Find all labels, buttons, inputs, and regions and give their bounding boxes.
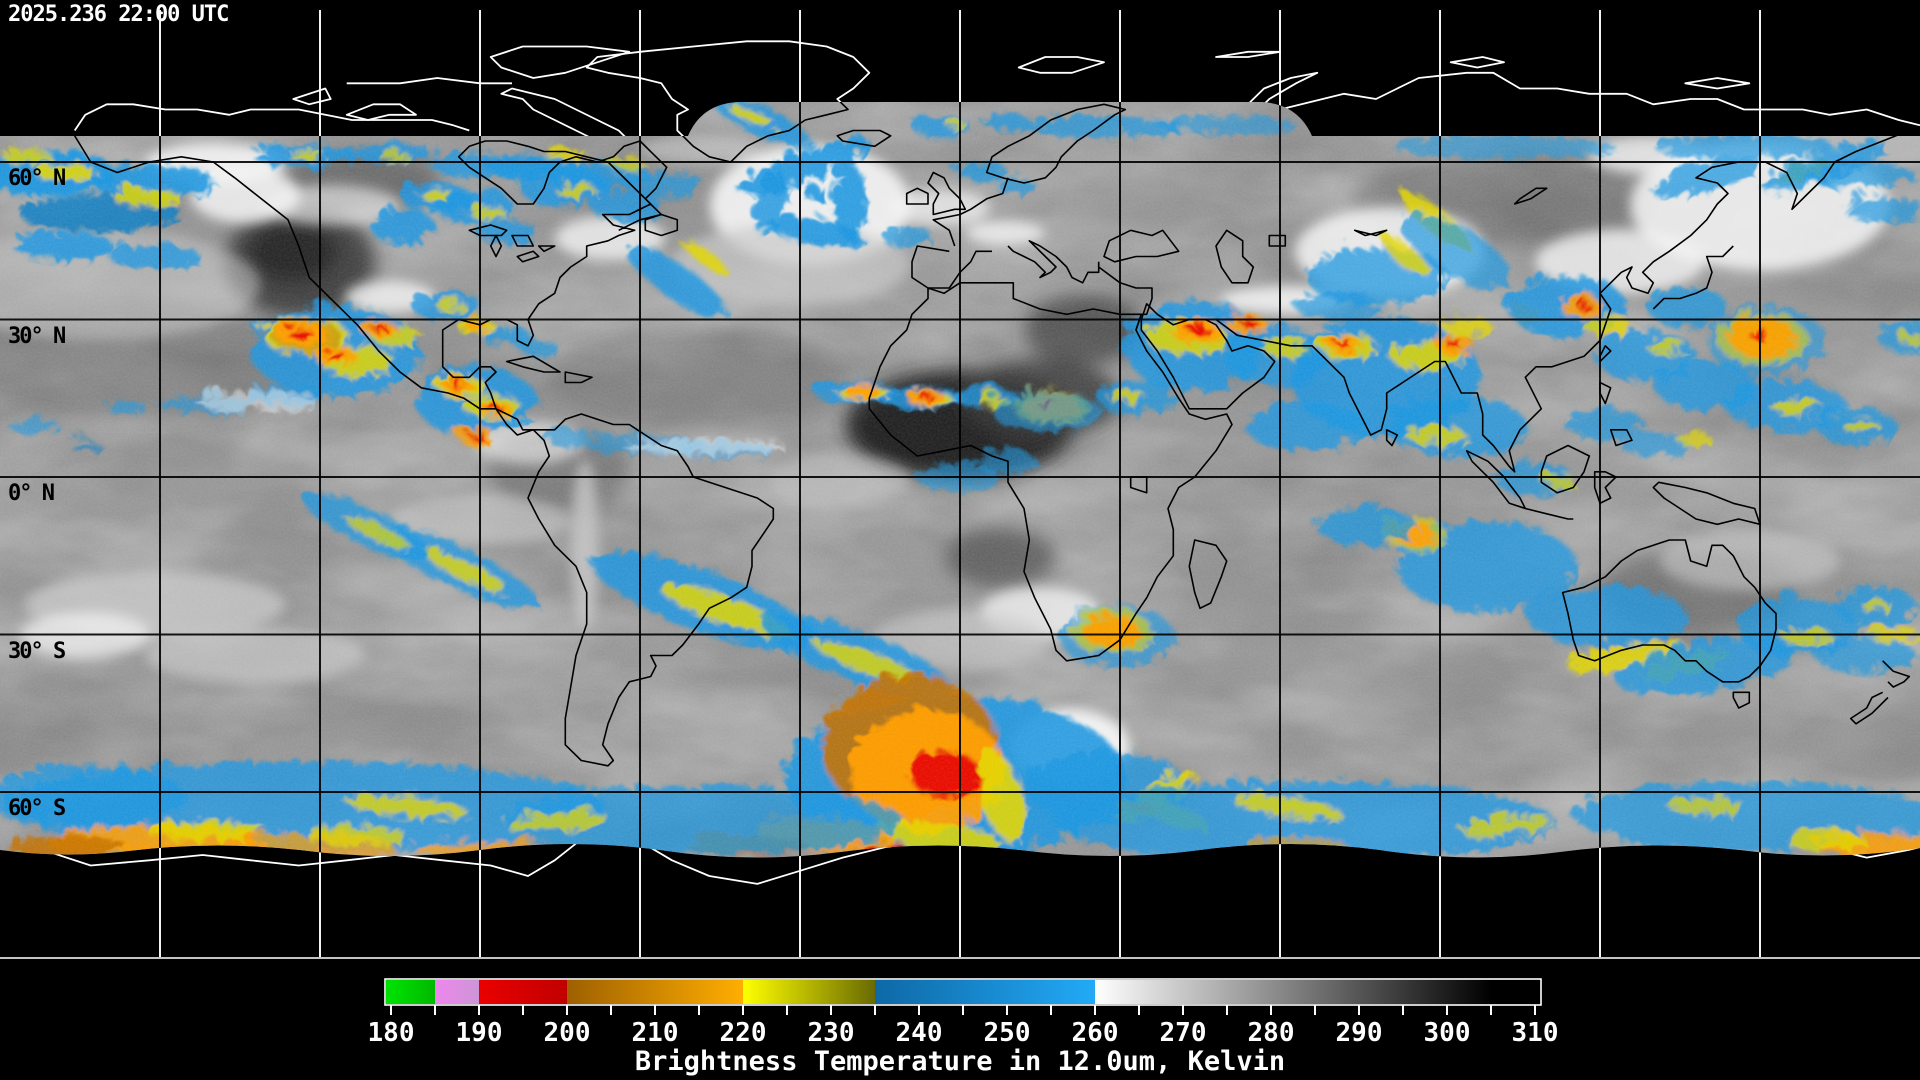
colorbar-tick-label-250: 250 bbox=[983, 1018, 1031, 1048]
latitude-label-3: 30° S bbox=[8, 638, 66, 664]
colorbar-tick-label-240: 240 bbox=[895, 1018, 943, 1048]
colorbar-tick-label-300: 300 bbox=[1423, 1018, 1471, 1048]
coastlines-data bbox=[74, 102, 1911, 767]
colorbar-title: Brightness Temperature in 12.0um, Kelvin bbox=[634, 1046, 1286, 1077]
colorbar-tick-label-290: 290 bbox=[1335, 1018, 1383, 1048]
colorbar-tick-label-220: 220 bbox=[719, 1018, 767, 1048]
colorbar-tick-label-180: 180 bbox=[367, 1018, 415, 1048]
timestamp: 2025.236 22:00 UTC bbox=[8, 2, 229, 27]
colorbar bbox=[384, 978, 1542, 1015]
latitude-label-1: 30° N bbox=[8, 323, 66, 349]
colorbar-tick-label-190: 190 bbox=[455, 1018, 503, 1048]
colorbar-tick-label-200: 200 bbox=[543, 1018, 591, 1048]
latitude-label-0: 60° N bbox=[8, 166, 66, 191]
latitude-label-4: 60° S bbox=[8, 796, 66, 821]
map-bottom-border bbox=[0, 957, 1920, 959]
colorbar-tick-label-270: 270 bbox=[1159, 1018, 1207, 1048]
colorbar-ticks bbox=[390, 1005, 1536, 1015]
colorbar-tick-label-280: 280 bbox=[1247, 1018, 1295, 1048]
gridlines-data bbox=[0, 102, 1920, 858]
colorbar-tick-label-230: 230 bbox=[807, 1018, 855, 1048]
colorbar-tick-label-210: 210 bbox=[631, 1018, 679, 1048]
latitude-label-2: 0° N bbox=[8, 481, 55, 506]
colorbar-tick-label-310: 310 bbox=[1511, 1018, 1559, 1048]
colorbar-tick-label-260: 260 bbox=[1071, 1018, 1119, 1048]
